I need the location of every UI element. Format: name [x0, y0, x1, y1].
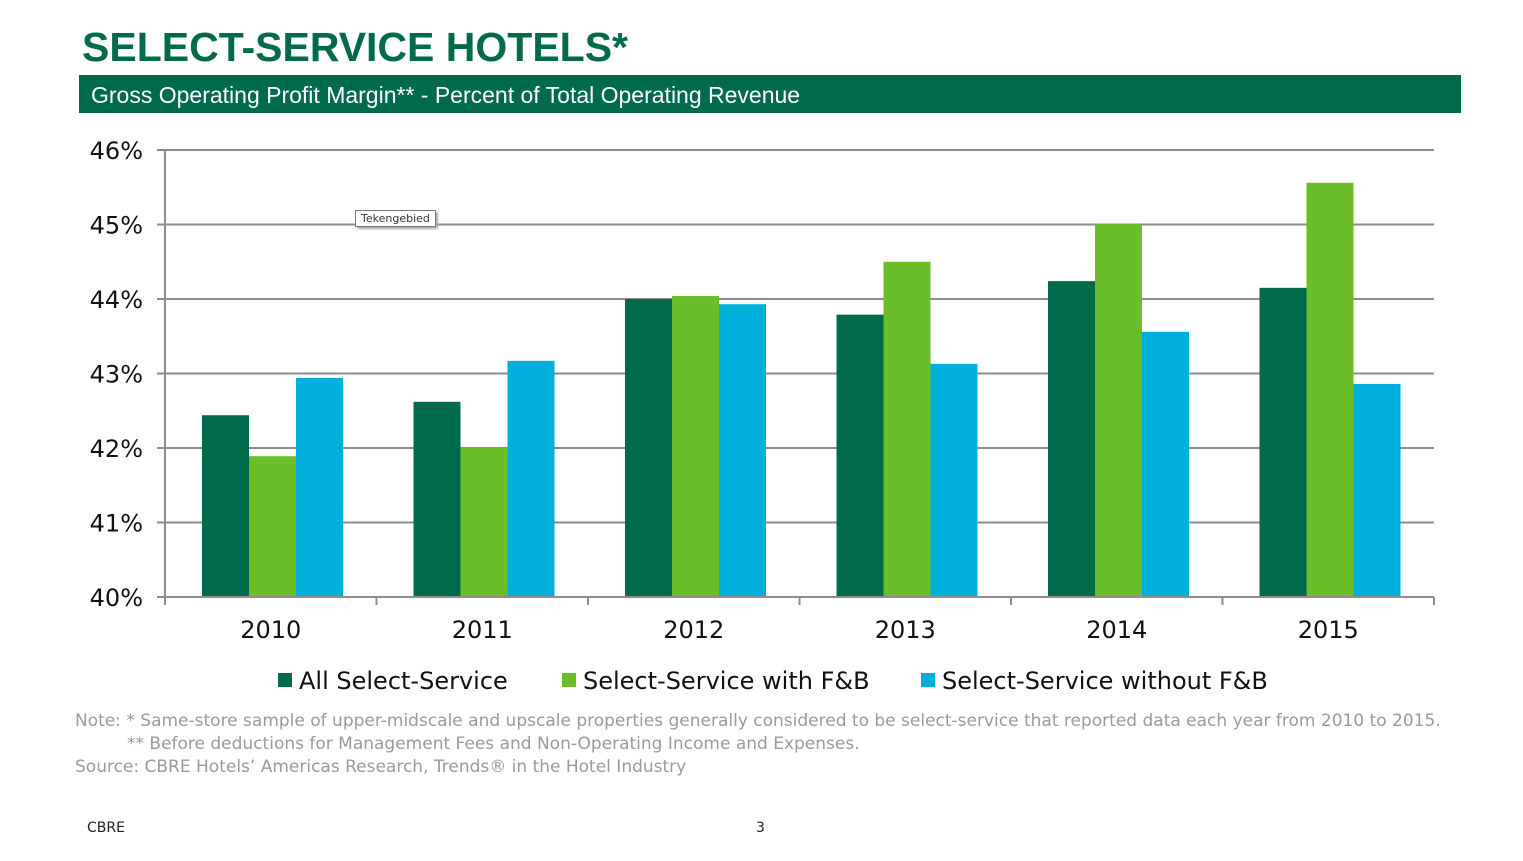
bar-2010-2	[296, 377, 343, 597]
page-number: 3	[756, 820, 765, 836]
legend-swatch	[921, 673, 935, 687]
bar-2015-0	[1259, 287, 1307, 597]
bar-2015-1	[1306, 182, 1354, 597]
bar-2013-0	[836, 314, 884, 597]
bar-2015-2	[1353, 383, 1401, 597]
x-tick-label: 2014	[1086, 616, 1147, 644]
y-tick-label: 46%	[90, 137, 143, 165]
x-tick-label: 2010	[240, 616, 301, 644]
x-tick-label: 2013	[875, 616, 936, 644]
source-line: Source: CBRE Hotels’ Americas Research, …	[75, 757, 687, 777]
y-tick-label: 45%	[90, 212, 143, 240]
chart-subtitle: Gross Operating Profit Margin** - Percen…	[79, 75, 1461, 113]
legend-swatch	[562, 673, 576, 687]
bar-2014-1	[1095, 223, 1142, 597]
y-tick-label: 42%	[90, 435, 143, 463]
x-tick-label: 2012	[663, 616, 724, 644]
y-tick-label: 40%	[90, 584, 143, 612]
bar-2012-2	[719, 304, 766, 597]
y-tick-label: 41%	[90, 510, 143, 538]
footer-brand: CBRE	[87, 820, 125, 836]
bar-2010-0	[202, 415, 249, 597]
plot-area-tooltip: Tekengebied	[355, 210, 436, 227]
note-line-1: Note: * Same-store sample of upper-midsc…	[75, 711, 1441, 731]
y-tick-label: 43%	[90, 361, 143, 389]
bar-2014-0	[1048, 281, 1095, 597]
legend-label: Select-Service without F&B	[942, 667, 1268, 695]
legend-swatch	[278, 673, 292, 687]
note-line-2: ** Before deductions for Management Fees…	[127, 734, 860, 754]
y-tick-label: 44%	[90, 286, 143, 314]
bar-2010-1	[249, 456, 296, 597]
bar-2011-0	[413, 401, 461, 597]
bar-2013-1	[883, 261, 931, 597]
bar-2012-0	[625, 299, 672, 597]
x-tick-label: 2011	[452, 616, 513, 644]
legend-label: Select-Service with F&B	[583, 667, 870, 695]
page-title: SELECT-SERVICE HOTELS*	[82, 24, 629, 70]
bar-2013-2	[930, 363, 978, 597]
notes: Note: * Same-store sample of upper-midsc…	[75, 710, 1465, 779]
bar-2011-2	[507, 360, 555, 597]
bar-2012-1	[672, 296, 719, 597]
bar-2011-1	[460, 447, 508, 597]
bar-2014-2	[1142, 331, 1189, 597]
legend-label: All Select-Service	[299, 667, 508, 695]
x-tick-label: 2015	[1298, 616, 1359, 644]
